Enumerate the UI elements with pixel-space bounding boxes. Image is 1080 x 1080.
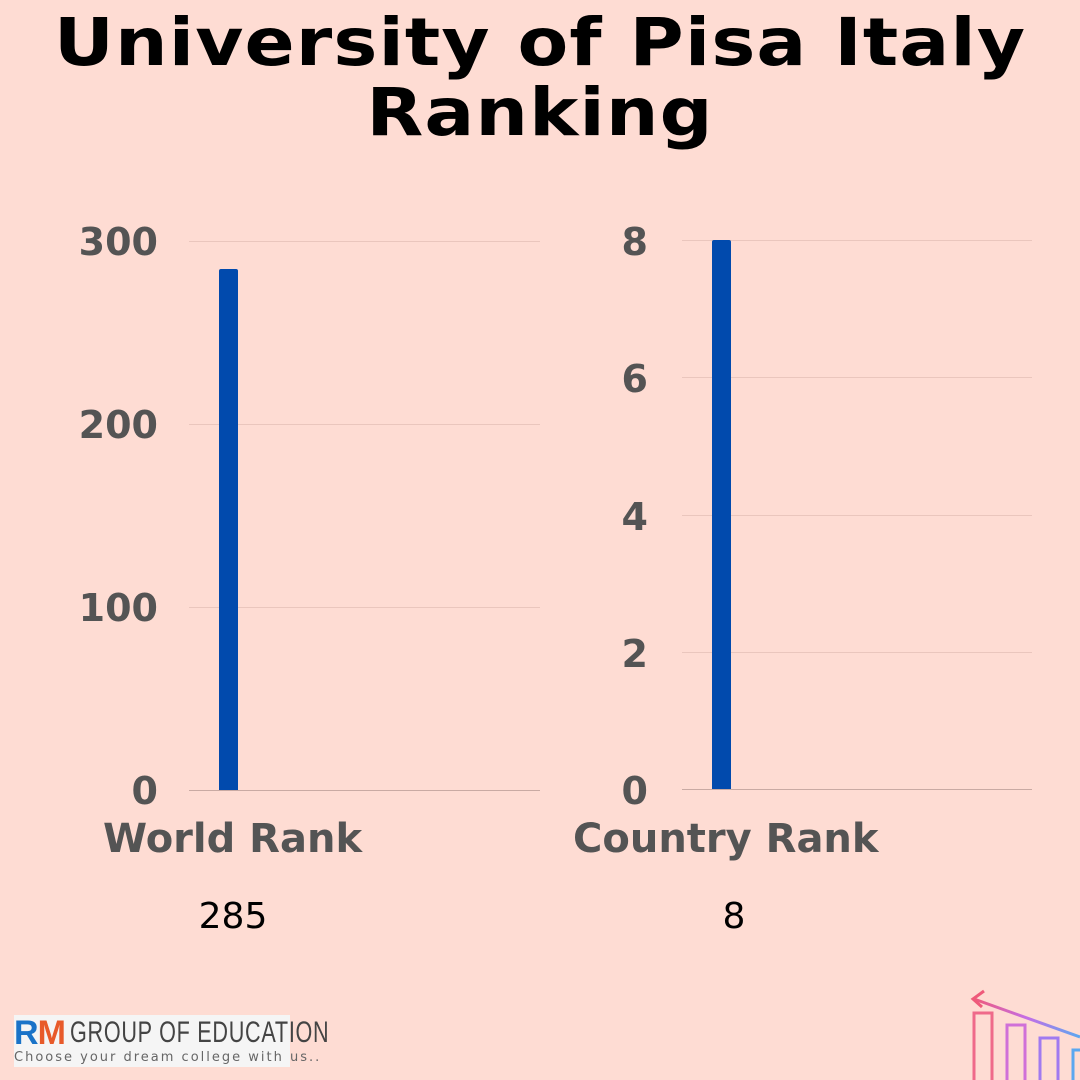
x-axis <box>682 789 1032 790</box>
world-rank-bar <box>219 269 238 790</box>
declining-chart-icon <box>970 989 1080 1080</box>
world-rank-label: World Rank <box>103 816 363 862</box>
x-axis <box>189 790 540 791</box>
y-tick: 0 <box>131 769 158 813</box>
country-rank-bar <box>712 240 731 789</box>
world-rank-value: 285 <box>198 896 268 937</box>
title-line-2: Ranking <box>366 74 714 151</box>
logo-mark: RM <box>14 1014 66 1052</box>
gridline-200 <box>189 424 540 425</box>
logo-tagline: Choose your dream college with us.. <box>14 1050 322 1065</box>
y-tick: 8 <box>621 220 648 264</box>
y-tick: 300 <box>78 220 158 264</box>
y-tick: 4 <box>621 495 648 539</box>
country-rank-label: Country Rank <box>573 816 879 862</box>
y-tick: 6 <box>621 357 648 401</box>
page-title: University of Pisa Italy Ranking <box>0 8 1080 148</box>
y-tick: 200 <box>78 403 158 447</box>
country-rank-value: 8 <box>722 896 746 937</box>
title-line-1: University of Pisa Italy <box>53 4 1027 81</box>
rm-group-logo: RM GROUP OF EDUCATION Choose your dream … <box>14 1014 329 1067</box>
y-tick: 2 <box>621 632 648 676</box>
y-tick: 100 <box>78 586 158 630</box>
gridline-6 <box>682 377 1032 378</box>
y-tick: 0 <box>621 769 648 813</box>
gridline-4 <box>682 515 1032 516</box>
gridline-100 <box>189 607 540 608</box>
gridline-300 <box>189 241 540 242</box>
gridline-8 <box>682 240 1032 241</box>
logo-name: GROUP OF EDUCATION <box>70 1016 330 1049</box>
gridline-2 <box>682 652 1032 653</box>
